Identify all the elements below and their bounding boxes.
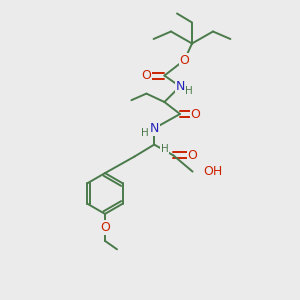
Text: H: H	[185, 85, 193, 96]
Text: N: N	[149, 122, 159, 135]
Text: O: O	[188, 149, 197, 162]
Text: O: O	[191, 107, 200, 121]
Text: O: O	[142, 69, 151, 82]
Text: OH: OH	[203, 165, 222, 178]
Text: N: N	[175, 80, 185, 93]
Text: H: H	[141, 128, 149, 138]
Text: O: O	[100, 221, 110, 234]
Text: O: O	[180, 53, 189, 67]
Text: H: H	[160, 143, 168, 154]
